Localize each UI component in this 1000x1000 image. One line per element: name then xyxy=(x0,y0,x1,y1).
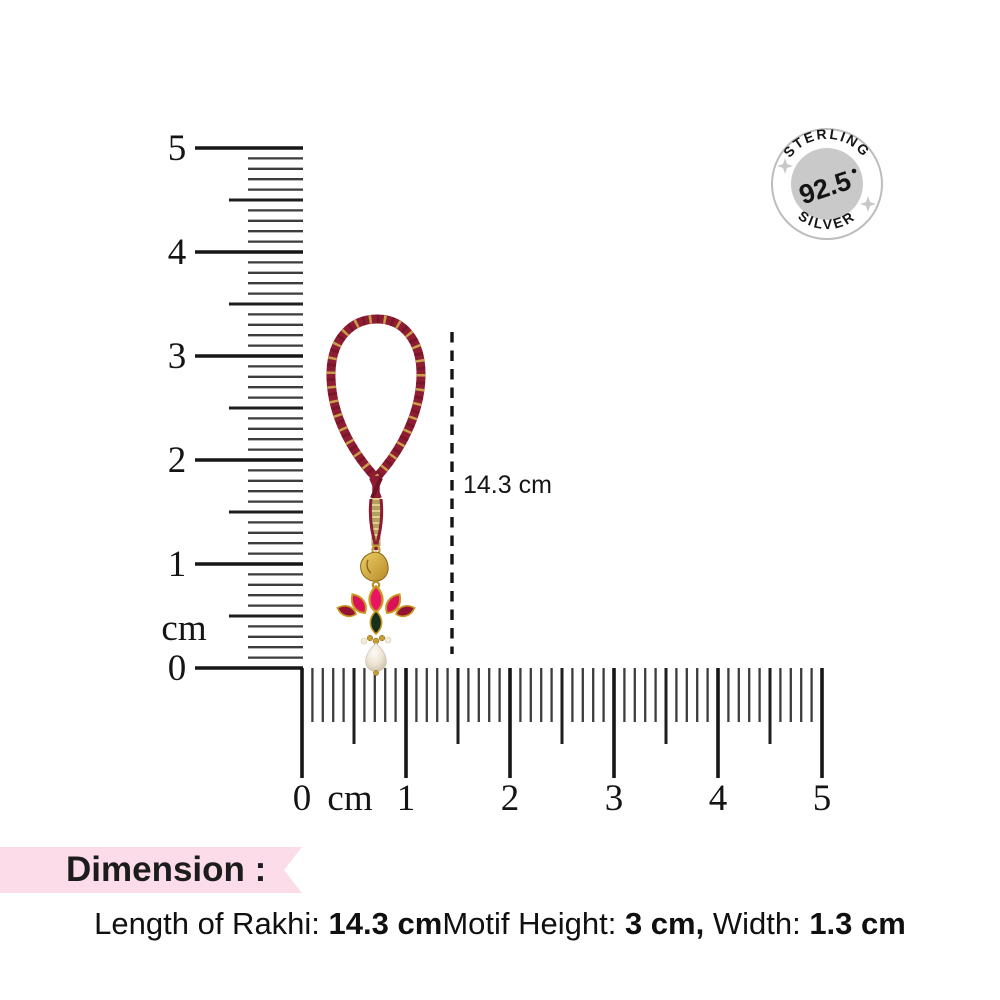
dimension-segment: Length of Rakhi: xyxy=(94,906,329,941)
dimension-details-line: Length of Rakhi: 14.3 cmMotif Height: 3 … xyxy=(0,906,1000,942)
pearl-drop xyxy=(360,634,392,676)
ruler-tick-label: 0 xyxy=(168,648,187,689)
dimension-segment: 3 cm, xyxy=(624,906,705,941)
ruler-tick-label: 4 xyxy=(168,232,187,273)
ruler-tick-label: 1 xyxy=(397,778,416,819)
ruler-tick-label: 5 xyxy=(168,128,187,169)
ruler-tick-label: 3 xyxy=(605,778,624,819)
ruler-tick-label: 0 xyxy=(293,778,312,819)
ruler-tick-label: 1 xyxy=(168,544,187,585)
ruler-tick-label: 2 xyxy=(501,778,520,819)
rakhi-product xyxy=(326,314,426,676)
badge-purity-dot xyxy=(851,168,857,174)
lotus-motif xyxy=(335,585,417,636)
ruler-tick-label: cm xyxy=(161,608,206,649)
ruler-tick-label: 4 xyxy=(709,778,728,819)
dimension-segment: Motif Height: xyxy=(442,906,625,941)
ruler-tick-label: cm xyxy=(327,778,372,819)
vertical-ruler: 0 1 2 3 4 5 cm xyxy=(161,128,303,689)
horizontal-ruler: 0 1 2 3 4 5 cm xyxy=(293,668,832,819)
dimension-banner-label: Dimension : xyxy=(66,850,267,889)
dimension-segment: 14.3 cm xyxy=(328,906,443,941)
dimension-segment: 1.3 cm xyxy=(809,906,906,941)
thread-loop xyxy=(326,314,426,483)
measurement-value-label: 14.3 cm xyxy=(463,471,552,499)
sterling-silver-badge: STERLING SILVER 92.5 xyxy=(771,126,883,240)
ruler-tick-label: 2 xyxy=(168,440,187,481)
ruler-tick-label: 3 xyxy=(168,336,187,377)
ruler-tick-label: 5 xyxy=(813,778,832,819)
dimension-segment: Width: xyxy=(704,906,810,941)
dimension-banner: Dimension : xyxy=(0,847,302,893)
thread-tail xyxy=(368,476,384,551)
clasp xyxy=(360,544,389,590)
